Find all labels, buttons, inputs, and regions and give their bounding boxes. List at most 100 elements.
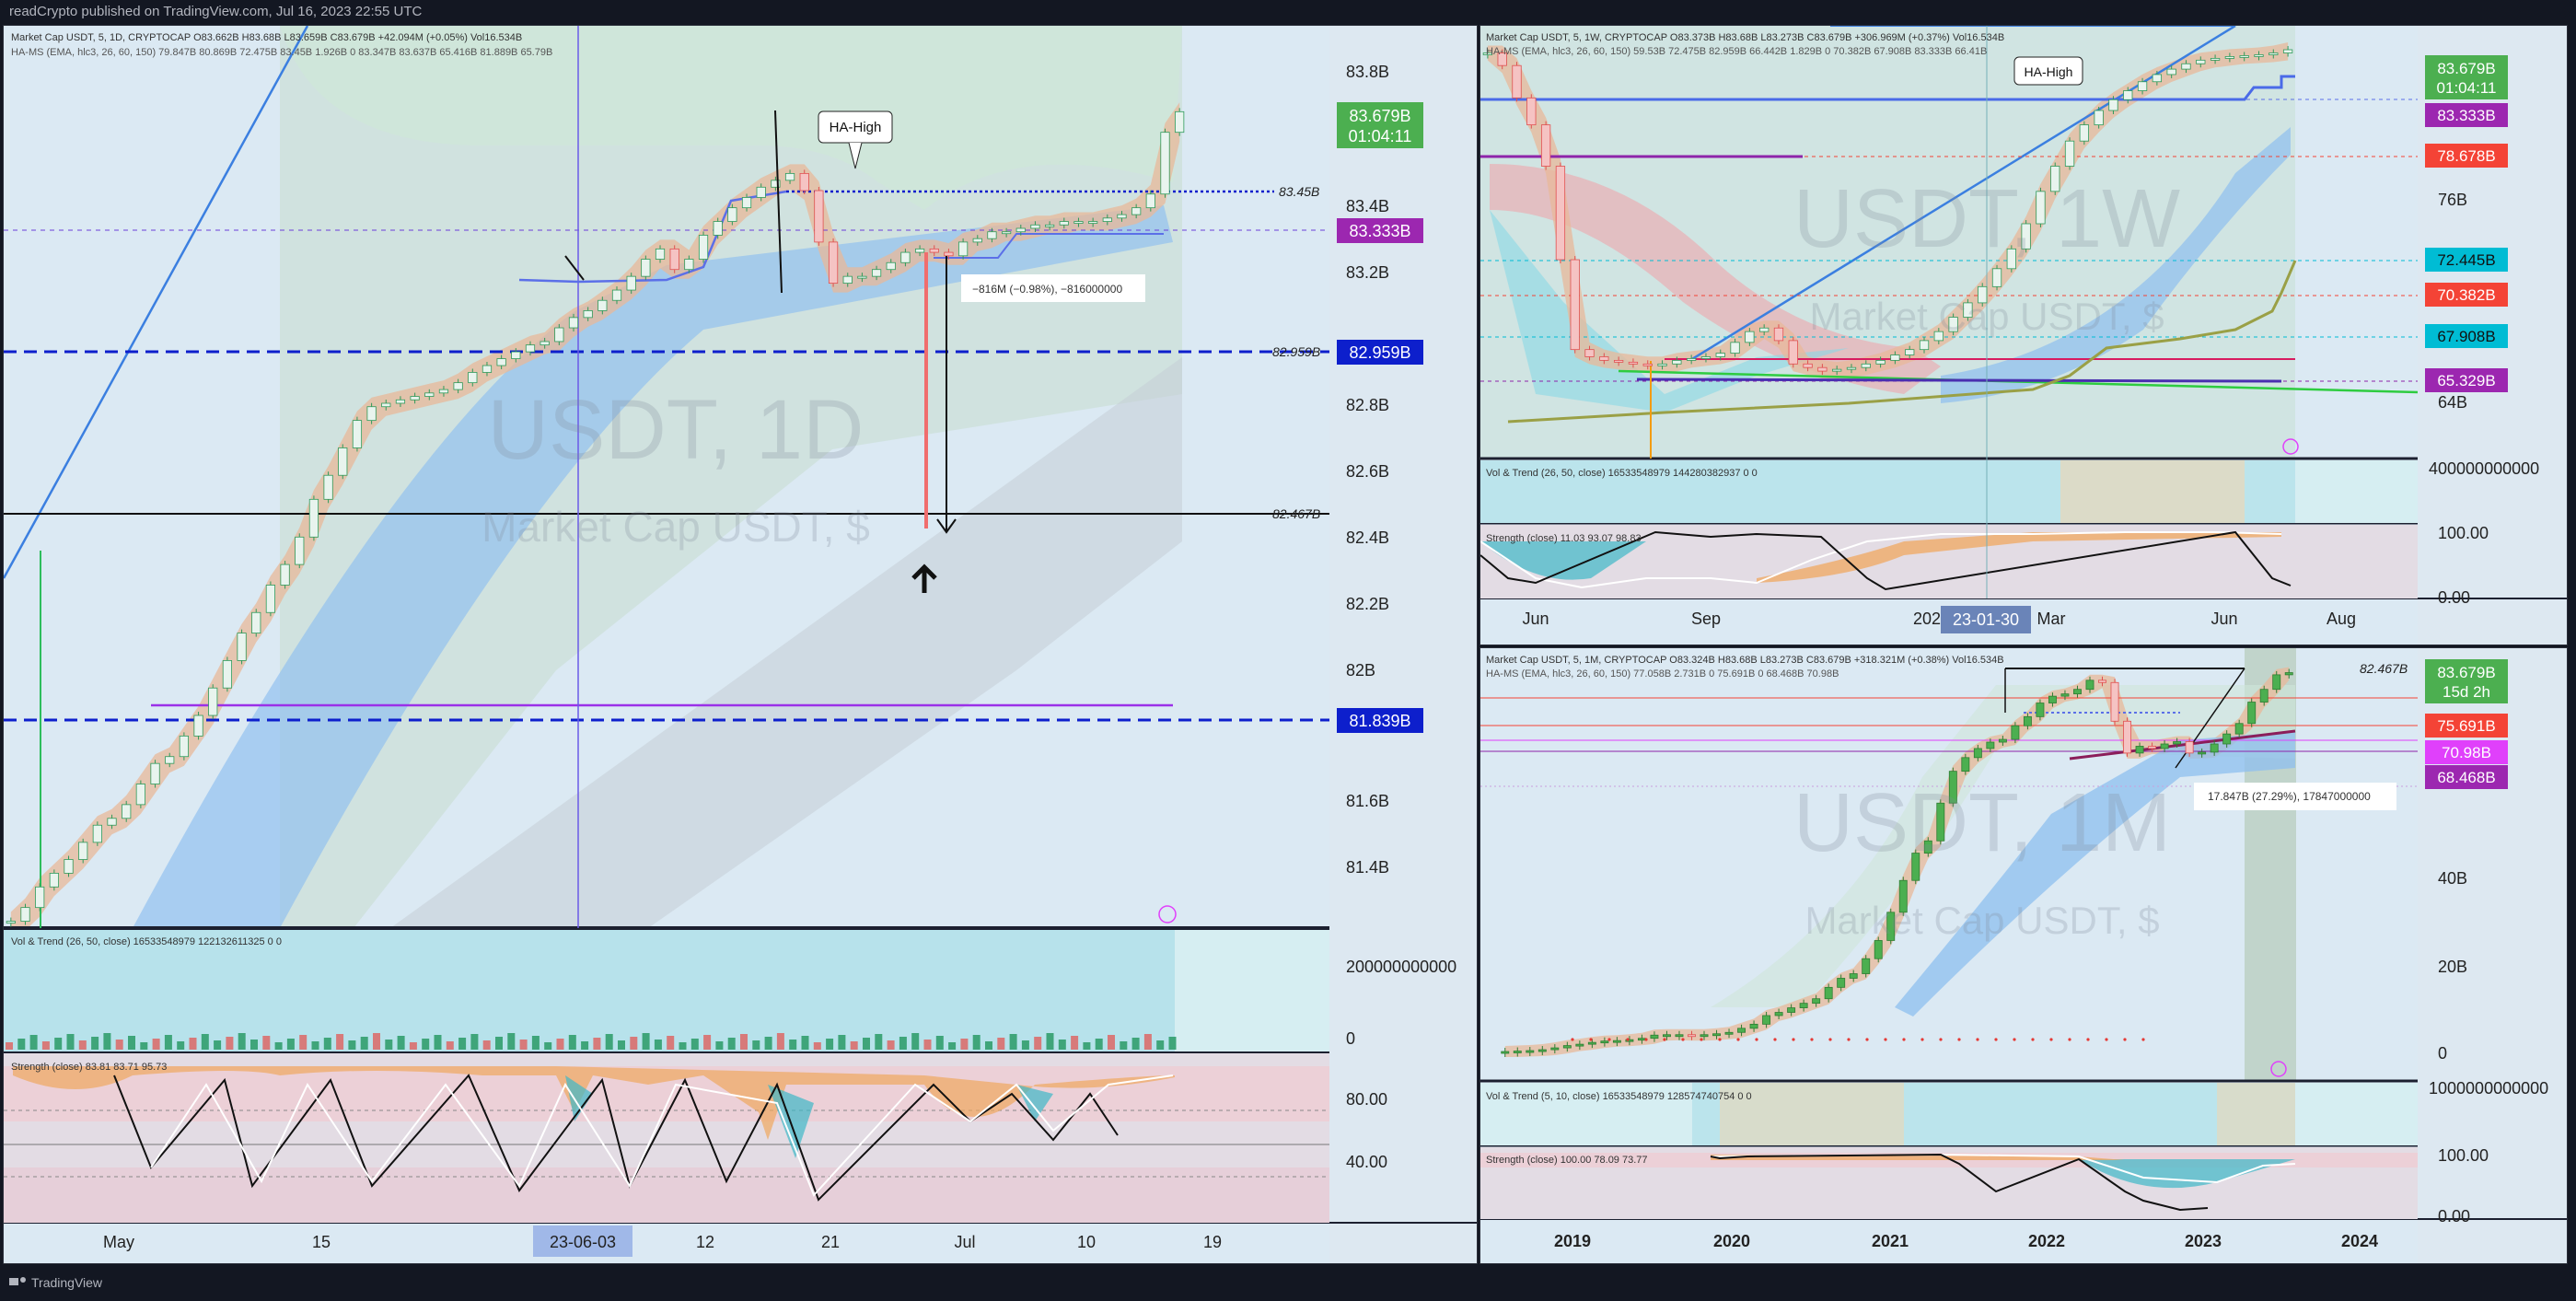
x-axis: May 15 23-06-03 12 21 Jul 10 19: [103, 1225, 1222, 1257]
tradingview-logo[interactable]: TradingView: [0, 1267, 184, 1298]
lightning-icon[interactable]: [2282, 438, 2299, 455]
candle: [1501, 1051, 1510, 1054]
volume-bar: [863, 1038, 870, 1050]
volume-bar: [519, 1040, 528, 1050]
y-tick: 40B: [2438, 869, 2467, 888]
candle: [1625, 1039, 1634, 1042]
candle: [1948, 317, 1958, 332]
volume-bar: [581, 1041, 589, 1050]
volume-bar: [740, 1034, 748, 1050]
candle: [482, 365, 493, 373]
cloud-area: [1711, 685, 2295, 1007]
candle: [2210, 743, 2219, 753]
candle: [1787, 1007, 1796, 1013]
volume-bar: [715, 1041, 724, 1050]
chart-pane-1d[interactable]: HA-High −816M (−0.98%), −816000000 USDT,…: [3, 25, 1478, 1264]
candle: [2272, 674, 2281, 691]
red-dot: [2049, 1038, 2053, 1041]
volume-bar: [434, 1035, 442, 1050]
candle: [568, 317, 579, 329]
y-tick: 81.6B: [1346, 792, 1389, 810]
blue-step-line: [518, 190, 787, 284]
candle: [1675, 1034, 1684, 1038]
chart-pane-1m[interactable]: 17.847B (27.29%), 17847000000 USDT, 1M M…: [1479, 647, 2568, 1264]
candle: [2148, 746, 2157, 749]
volume-bar: [422, 1039, 430, 1050]
x-tick: 202: [1913, 610, 1941, 628]
chart-1m-svg[interactable]: 17.847B (27.29%), 17847000000 USDT, 1M M…: [1480, 648, 2567, 1263]
arrow-2: [774, 110, 783, 294]
volume-bar: [1083, 1042, 1091, 1050]
y-axis: 40B 20B 0 1000000000000 100.00 0.00: [2429, 869, 2548, 1225]
measure-note-box: [961, 274, 1145, 302]
red-dot: [1718, 1038, 1722, 1041]
price-label: [1337, 218, 1423, 243]
candle: [179, 735, 189, 758]
red-dot: [1663, 1038, 1666, 1041]
lightning-icon[interactable]: [2270, 1061, 2287, 1077]
watermark-title: USDT, 1M: [1793, 777, 2171, 869]
candle: [1015, 227, 1026, 233]
candle: [886, 261, 896, 271]
candle: [2048, 695, 2057, 703]
candle: [2152, 74, 2163, 83]
price-label: [2425, 740, 2508, 764]
chart-1w-svg[interactable]: HA-High USDT, 1W Market Cap USDT, $ Mark…: [1480, 26, 2567, 645]
lightning-icon[interactable]: [1158, 905, 1177, 923]
callout-text: HA-High: [830, 120, 882, 135]
price-label-text: 82.959B: [1349, 343, 1410, 362]
candle: [828, 241, 839, 285]
up-arrow-icon: [911, 563, 937, 593]
volume-bar: [911, 1033, 920, 1050]
trend-line: [4, 26, 309, 579]
candle: [1482, 52, 1493, 55]
candle: [1762, 1015, 1771, 1025]
volume-bar: [397, 1036, 405, 1050]
red-dot: [1920, 1038, 1924, 1041]
strength-tick: 0.00: [2438, 1207, 2470, 1225]
x-tick: 2021: [1872, 1232, 1909, 1250]
price-label-last: [2425, 659, 2508, 703]
ha-high-callout[interactable]: [2013, 56, 2083, 86]
candle: [2234, 723, 2244, 735]
legend-line-1: Market Cap USDT, 5, 1M, CRYPTOCAP O83.32…: [1486, 655, 2004, 666]
x-tick: 19: [1203, 1233, 1222, 1251]
x-highlight-box: [533, 1225, 632, 1257]
volume-bar: [1156, 1040, 1165, 1050]
price-label: [2425, 248, 2508, 272]
candle: [1497, 52, 1507, 66]
red-dot: [1865, 1038, 1869, 1041]
candle: [525, 344, 536, 353]
x-tick: 2020: [1713, 1232, 1750, 1250]
strength-white-line: [150, 1074, 1174, 1197]
volume-bar: [887, 1040, 895, 1050]
volume-bars: [6, 1033, 1177, 1050]
candle: [1745, 331, 1755, 343]
candle: [598, 299, 608, 311]
trend-line: [1691, 26, 2236, 361]
candle: [2023, 715, 2032, 726]
red-dots: [1571, 1038, 2145, 1041]
measure-note-box: [2194, 783, 2396, 810]
candle: [35, 886, 45, 909]
candle: [727, 207, 737, 222]
candle: [2259, 689, 2269, 703]
volume-orange-zone: [2060, 460, 2245, 523]
chart-pane-1w[interactable]: HA-High USDT, 1W Market Cap USDT, $ Mark…: [1479, 25, 2568, 645]
chart-1d-svg[interactable]: HA-High −816M (−0.98%), −816000000 USDT,…: [4, 26, 1477, 1263]
ha-ribbon: [1895, 731, 2295, 1016]
volume-bar: [250, 1040, 258, 1050]
x-tick: 10: [1077, 1233, 1096, 1251]
candle: [1117, 214, 1127, 219]
strength-tick: 100.00: [2438, 524, 2489, 542]
candle: [1599, 356, 1609, 361]
volume-bar: [1131, 1038, 1140, 1050]
candle: [1730, 342, 1740, 354]
candle: [1905, 349, 1915, 355]
volume-bar: [899, 1037, 907, 1050]
y-tick: 82.2B: [1346, 595, 1389, 613]
ha-ribbon: [1941, 127, 2291, 403]
price-label: [1337, 708, 1423, 733]
candle: [1961, 757, 1970, 772]
watermark-sub: Market Cap USDT, $: [1804, 899, 2159, 942]
